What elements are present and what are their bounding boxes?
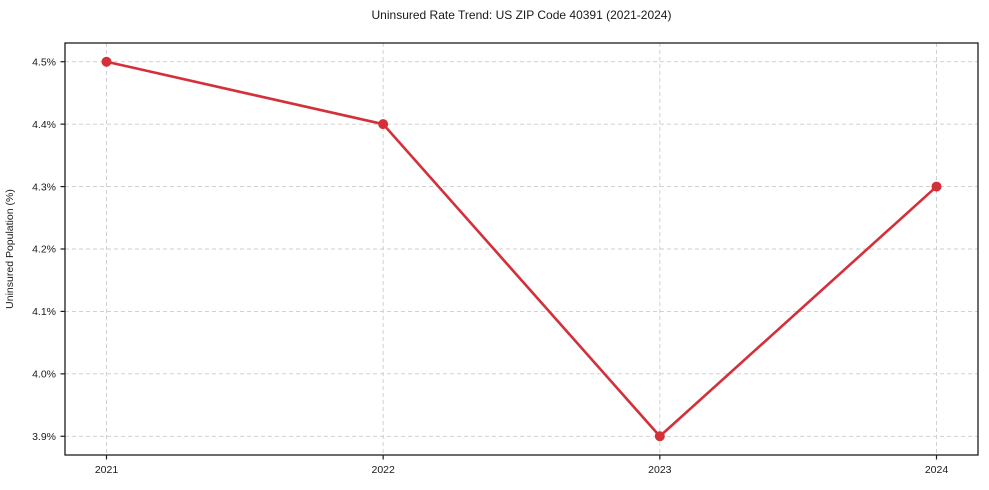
data-point-2024 [931,181,942,192]
x-tick-label: 2023 [648,464,672,476]
data-point-2023 [654,431,665,442]
y-tick-label: 3.9% [32,431,56,443]
plot-border [64,42,979,456]
trend-line [105,60,938,438]
y-tick-label: 4.2% [32,244,56,256]
x-tick-label: 2022 [371,464,395,476]
data-point-2021 [101,56,112,67]
x-tick-label: 2021 [95,464,119,476]
y-tick-label: 4.4% [32,119,56,131]
chart-title: Uninsured Rate Trend: US ZIP Code 40391 … [371,8,672,22]
y-tick-label: 4.0% [32,369,56,381]
data-point-2022 [378,119,389,130]
y-tick-label: 4.5% [32,56,56,68]
y-tick-label: 4.3% [32,181,56,193]
y-tick-label: 4.1% [32,306,56,318]
x-tick-label: 2024 [925,464,949,476]
